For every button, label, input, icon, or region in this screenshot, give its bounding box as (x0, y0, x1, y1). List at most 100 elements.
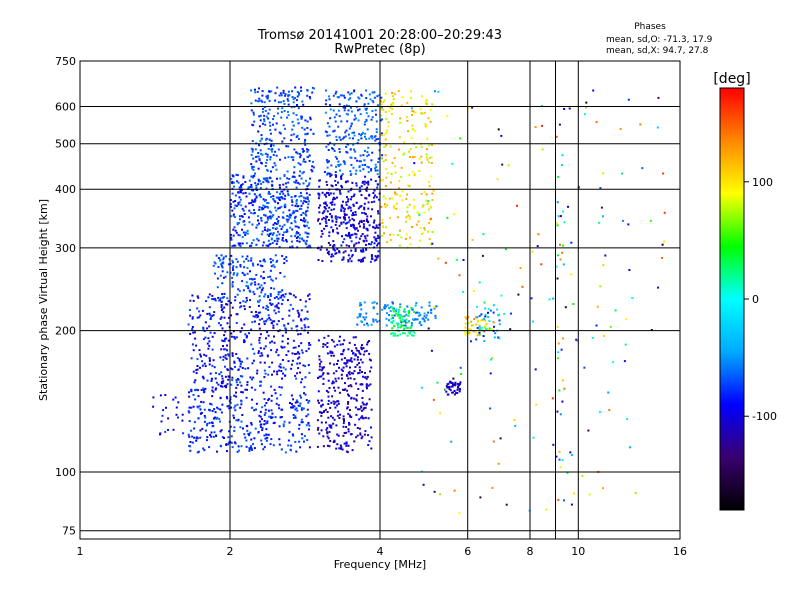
data-point (494, 332, 497, 335)
data-point (335, 135, 338, 138)
data-point (417, 220, 420, 223)
data-point (408, 217, 411, 220)
data-point (193, 427, 196, 430)
data-point (402, 153, 405, 156)
data-point (259, 114, 262, 117)
data-point (234, 200, 237, 202)
data-point (357, 119, 360, 122)
data-point (209, 314, 212, 317)
data-point (269, 293, 272, 295)
data-point (363, 208, 366, 211)
data-point (348, 373, 351, 376)
data-point (269, 269, 272, 272)
data-point (377, 250, 380, 253)
data-point (359, 358, 362, 361)
data-point (383, 99, 386, 102)
data-point (292, 413, 295, 416)
data-point (345, 244, 348, 247)
data-point (294, 346, 297, 349)
data-point (358, 408, 361, 411)
data-point (353, 118, 356, 121)
data-point (492, 304, 495, 307)
data-point (338, 151, 341, 153)
data-point (355, 399, 358, 402)
data-point (263, 114, 266, 117)
data-point (281, 299, 284, 302)
data-point (193, 331, 196, 334)
data-point (614, 309, 617, 312)
data-point (206, 327, 209, 330)
data-point (333, 208, 335, 211)
data-point (199, 436, 202, 439)
data-point (478, 324, 481, 327)
data-point (347, 113, 349, 116)
data-point (231, 285, 234, 288)
data-point (398, 187, 400, 190)
data-point (335, 139, 338, 141)
data-point (266, 221, 269, 224)
data-point (360, 348, 363, 351)
data-point (519, 267, 522, 270)
chart-subtitle: RwPretec (8p) (334, 42, 425, 57)
data-point (335, 380, 338, 383)
data-point (373, 91, 376, 94)
data-point (249, 431, 252, 434)
data-point (382, 195, 385, 198)
data-point (300, 381, 303, 384)
data-point (318, 179, 321, 182)
data-point (408, 311, 410, 314)
data-point (448, 385, 451, 388)
data-point (298, 237, 301, 240)
data-point (277, 215, 280, 218)
data-point (410, 322, 413, 325)
data-point (226, 303, 229, 306)
data-point (350, 357, 353, 360)
data-point (370, 426, 372, 429)
data-point (261, 289, 264, 292)
data-point (373, 301, 376, 304)
data-point (259, 180, 261, 183)
data-point (327, 395, 330, 398)
data-point (281, 238, 284, 241)
data-point (371, 91, 374, 94)
data-point (303, 392, 305, 395)
data-point (295, 99, 298, 102)
data-point (285, 231, 288, 234)
data-point (332, 148, 335, 151)
data-point (472, 330, 475, 333)
data-point (376, 173, 379, 176)
data-point (300, 327, 303, 330)
data-point (200, 400, 203, 403)
data-point (354, 354, 357, 357)
data-point (260, 137, 263, 140)
data-point (470, 320, 473, 323)
data-point (282, 423, 285, 426)
data-point (400, 175, 403, 178)
data-point (378, 142, 381, 145)
data-point (372, 320, 375, 323)
data-point (414, 318, 417, 321)
data-point (450, 440, 453, 443)
data-point (425, 100, 428, 103)
data-point (259, 410, 262, 413)
data-point (263, 282, 266, 285)
data-point (356, 316, 359, 319)
data-point (233, 361, 236, 364)
data-point (561, 400, 564, 403)
data-point (326, 432, 329, 435)
colorbar-tick-label: 100 (752, 176, 773, 189)
data-point (375, 256, 378, 259)
data-point (306, 148, 308, 151)
data-point (291, 128, 294, 131)
data-point (370, 254, 373, 257)
data-point (284, 293, 287, 296)
data-point (541, 124, 543, 127)
data-point (288, 314, 291, 317)
data-point (241, 271, 244, 274)
data-point (244, 388, 247, 391)
data-point (265, 115, 268, 118)
data-point (220, 385, 222, 388)
data-point (255, 310, 257, 313)
data-point (367, 153, 370, 156)
data-point (208, 325, 211, 328)
